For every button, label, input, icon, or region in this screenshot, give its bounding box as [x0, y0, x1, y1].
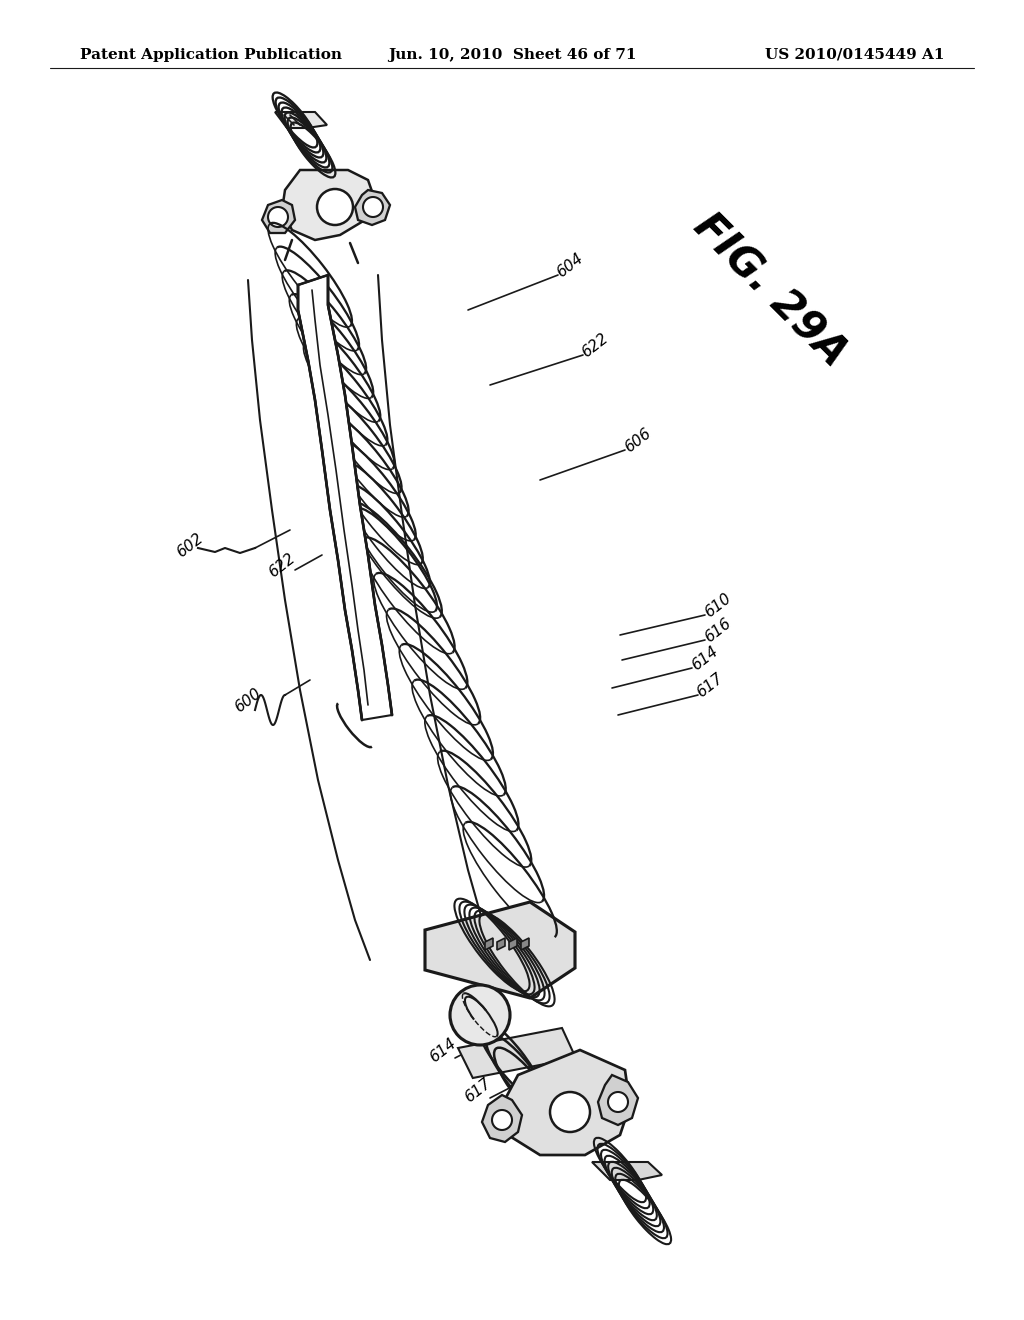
Text: Jun. 10, 2010  Sheet 46 of 71: Jun. 10, 2010 Sheet 46 of 71 — [388, 48, 636, 62]
Circle shape — [492, 1110, 512, 1130]
Circle shape — [362, 197, 383, 216]
Polygon shape — [502, 1049, 630, 1155]
Text: 600: 600 — [231, 685, 264, 715]
Polygon shape — [458, 1028, 575, 1078]
Text: 606: 606 — [622, 425, 654, 455]
Text: 617: 617 — [462, 1074, 495, 1105]
Text: 610: 610 — [701, 590, 734, 620]
Circle shape — [450, 985, 510, 1045]
Text: 622: 622 — [266, 550, 298, 579]
Text: 614: 614 — [427, 1035, 459, 1065]
Text: 602: 602 — [174, 531, 206, 560]
Polygon shape — [509, 939, 517, 950]
Polygon shape — [282, 170, 375, 240]
Text: Patent Application Publication: Patent Application Publication — [80, 48, 342, 62]
Polygon shape — [482, 1096, 522, 1142]
Polygon shape — [592, 1162, 662, 1180]
Circle shape — [550, 1092, 590, 1133]
Polygon shape — [521, 939, 529, 950]
Text: 617: 617 — [694, 671, 726, 700]
Circle shape — [268, 207, 288, 227]
Text: 604: 604 — [554, 249, 586, 280]
Polygon shape — [355, 190, 390, 224]
Text: 616: 616 — [701, 615, 734, 645]
Polygon shape — [598, 1074, 638, 1125]
Text: US 2010/0145449 A1: US 2010/0145449 A1 — [765, 48, 944, 62]
Polygon shape — [275, 112, 327, 128]
Polygon shape — [485, 939, 493, 950]
Polygon shape — [298, 275, 392, 719]
Text: 614: 614 — [689, 643, 721, 673]
Circle shape — [608, 1092, 628, 1111]
Polygon shape — [497, 939, 505, 950]
Polygon shape — [262, 201, 295, 234]
Polygon shape — [425, 902, 575, 998]
Text: 622: 622 — [579, 330, 611, 360]
Text: FIG. 29A: FIG. 29A — [685, 205, 855, 375]
Circle shape — [317, 189, 353, 224]
